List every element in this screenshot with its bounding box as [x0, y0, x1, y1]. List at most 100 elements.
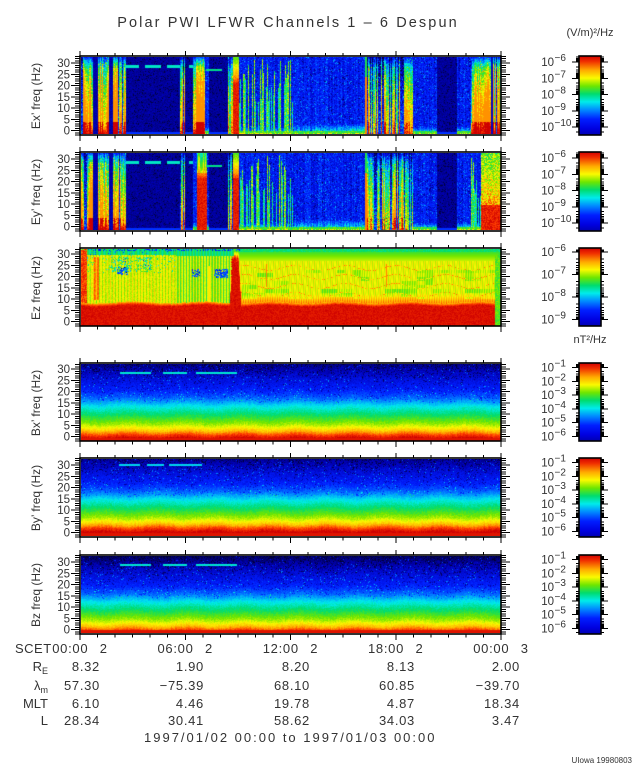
- svg-text:10: 10: [541, 582, 554, 594]
- svg-text:10: 10: [541, 458, 554, 470]
- svg-text:10: 10: [57, 602, 70, 614]
- svg-text:10: 10: [541, 471, 554, 483]
- svg-text:−6: −6: [555, 428, 567, 439]
- svg-text:−8: −8: [555, 182, 567, 193]
- svg-text:10: 10: [541, 376, 554, 388]
- svg-text:30: 30: [57, 460, 70, 472]
- svg-text:5: 5: [64, 613, 70, 625]
- svg-text:25: 25: [57, 375, 70, 387]
- svg-text:−7: −7: [555, 69, 567, 80]
- svg-text:10: 10: [541, 270, 554, 282]
- svg-text:15: 15: [57, 188, 70, 200]
- svg-text:−4: −4: [555, 592, 567, 603]
- svg-text:−1: −1: [555, 359, 567, 370]
- svg-text:10: 10: [541, 292, 554, 304]
- svg-text:10: 10: [541, 73, 554, 85]
- svg-text:−9: −9: [555, 102, 567, 113]
- svg-text:10: 10: [541, 122, 554, 134]
- svg-text:25: 25: [57, 471, 70, 483]
- svg-text:25: 25: [57, 69, 70, 81]
- svg-text:−10: −10: [555, 214, 572, 225]
- svg-text:30: 30: [57, 154, 70, 166]
- svg-text:30: 30: [57, 249, 70, 261]
- svg-text:10: 10: [541, 202, 554, 214]
- svg-text:5: 5: [64, 420, 70, 432]
- svg-text:30: 30: [57, 58, 70, 70]
- svg-text:−10: −10: [555, 118, 572, 129]
- svg-text:30: 30: [57, 364, 70, 376]
- svg-text:10: 10: [541, 432, 554, 444]
- svg-text:10: 10: [541, 90, 554, 102]
- svg-text:−2: −2: [555, 467, 567, 478]
- svg-text:−5: −5: [555, 509, 567, 520]
- svg-text:−9: −9: [555, 311, 567, 322]
- svg-text:−8: −8: [555, 86, 567, 97]
- svg-text:0: 0: [64, 432, 70, 444]
- svg-text:−9: −9: [555, 198, 567, 209]
- svg-text:0: 0: [64, 317, 70, 329]
- svg-text:25: 25: [57, 165, 70, 177]
- svg-text:−1: −1: [555, 454, 567, 465]
- svg-text:10: 10: [541, 404, 554, 416]
- svg-text:10: 10: [541, 418, 554, 430]
- svg-text:0: 0: [64, 222, 70, 234]
- svg-text:20: 20: [57, 580, 70, 592]
- svg-text:15: 15: [57, 494, 70, 506]
- svg-text:10: 10: [57, 409, 70, 421]
- svg-text:−2: −2: [555, 564, 567, 575]
- svg-text:10: 10: [541, 485, 554, 497]
- svg-text:20: 20: [57, 272, 70, 284]
- svg-text:10: 10: [57, 103, 70, 115]
- svg-text:25: 25: [57, 568, 70, 580]
- svg-text:10: 10: [541, 499, 554, 511]
- svg-text:10: 10: [541, 610, 554, 622]
- svg-text:−5: −5: [555, 606, 567, 617]
- svg-text:10: 10: [541, 247, 554, 259]
- svg-text:10: 10: [541, 186, 554, 198]
- svg-text:−6: −6: [555, 620, 567, 631]
- svg-text:15: 15: [57, 591, 70, 603]
- svg-text:10: 10: [57, 294, 70, 306]
- svg-text:15: 15: [57, 92, 70, 104]
- svg-text:−3: −3: [555, 386, 567, 397]
- svg-text:10: 10: [541, 363, 554, 375]
- svg-text:20: 20: [57, 483, 70, 495]
- svg-text:5: 5: [64, 305, 70, 317]
- svg-text:10: 10: [57, 505, 70, 517]
- svg-text:10: 10: [541, 169, 554, 181]
- svg-text:20: 20: [57, 387, 70, 399]
- svg-text:−2: −2: [555, 372, 567, 383]
- svg-text:10: 10: [541, 596, 554, 608]
- svg-text:10: 10: [541, 555, 554, 567]
- svg-text:−8: −8: [555, 288, 567, 299]
- svg-text:−5: −5: [555, 414, 567, 425]
- svg-text:20: 20: [57, 177, 70, 189]
- svg-text:10: 10: [57, 199, 70, 211]
- svg-text:0: 0: [64, 126, 70, 138]
- svg-text:10: 10: [541, 527, 554, 539]
- svg-text:15: 15: [57, 283, 70, 295]
- svg-text:30: 30: [57, 557, 70, 569]
- svg-text:−6: −6: [555, 243, 567, 254]
- svg-text:25: 25: [57, 260, 70, 272]
- svg-text:−6: −6: [555, 149, 567, 160]
- svg-text:−6: −6: [555, 523, 567, 534]
- svg-text:15: 15: [57, 398, 70, 410]
- svg-text:5: 5: [64, 516, 70, 528]
- svg-text:10: 10: [541, 513, 554, 525]
- svg-text:10: 10: [541, 57, 554, 69]
- svg-text:−1: −1: [555, 551, 567, 562]
- svg-text:−6: −6: [555, 53, 567, 64]
- svg-text:20: 20: [57, 81, 70, 93]
- svg-text:−7: −7: [555, 266, 567, 277]
- svg-text:5: 5: [64, 210, 70, 222]
- svg-text:0: 0: [64, 528, 70, 540]
- svg-text:−7: −7: [555, 165, 567, 176]
- svg-text:−3: −3: [555, 481, 567, 492]
- svg-text:−4: −4: [555, 400, 567, 411]
- svg-text:0: 0: [64, 625, 70, 637]
- svg-text:10: 10: [541, 568, 554, 580]
- svg-text:10: 10: [541, 218, 554, 230]
- svg-text:10: 10: [541, 153, 554, 165]
- svg-text:−4: −4: [555, 495, 567, 506]
